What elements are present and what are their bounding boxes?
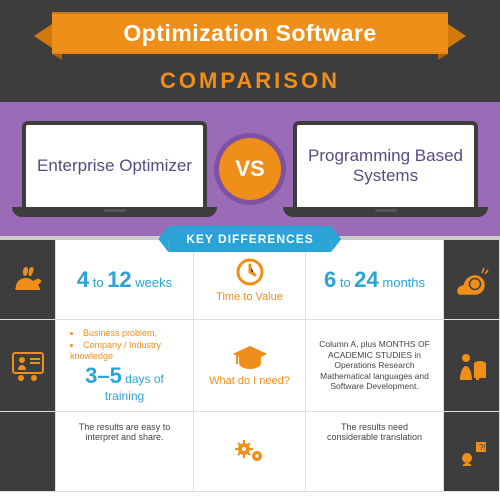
row1-left-text: 4 to 12 weeks [77,267,172,293]
subtitle: COMPARISON [0,68,500,94]
banner-main: Optimization Software [52,12,448,54]
bullet-item: Business problem, [70,328,185,340]
title-banner: Optimization Software [40,12,460,60]
row2-right-cell: Column A, plus MONTHS OF ACADEMIC STUDIE… [306,320,444,412]
row1-mid-label: Time to Value [216,291,283,303]
key-differences-label: KEY DIFFERENCES [186,232,313,246]
laptop-left: Enterprise Optimizer [22,121,207,217]
vs-badge-text: VS [235,156,264,182]
row1-right-icon-cell [444,240,500,320]
vs-row: Enterprise Optimizer VS Programming Base… [0,102,500,236]
studying-icon [454,350,490,382]
laptop-right-label: Programming Based Systems [307,146,464,185]
header: Optimization Software COMPARISON [0,0,500,102]
row3-left-icon-cell [0,412,56,492]
snail-icon [454,265,490,295]
clock-icon [235,257,265,287]
row2-right-text: Column A, plus MONTHS OF ACADEMIC STUDIE… [316,339,433,392]
row2-right-icon-cell [444,320,500,412]
gears-icon [233,438,267,466]
row3-mid-cell [194,412,306,492]
row2-left-cell: Business problem, Company / Industry kno… [56,320,194,412]
row1-left-icon-cell [0,240,56,320]
row3-left-cell: The results are easy to interpret and sh… [56,412,194,492]
row3-right-cell: The results need considerable translatio… [306,412,444,492]
bullet-item: Company / Industry knowledge [70,340,185,363]
comparison-grid: 4 to 12 weeks Time to Value 6 to 24 mont… [0,240,500,492]
row3-left-text: The results are easy to interpret and sh… [66,422,183,442]
laptop-left-base [12,207,217,217]
row2-left-sub: 3–5 days of training [64,363,185,403]
row3-right-text: The results need considerable translatio… [316,422,433,442]
vs-badge: VS [219,138,281,200]
svg-text:?!: ?! [479,443,486,452]
row2-left-bullets: Business problem, Company / Industry kno… [64,328,185,363]
laptop-left-label: Enterprise Optimizer [37,156,192,176]
row2-left-icon-cell [0,320,56,412]
row3-right-icon-cell: ?! [444,412,500,492]
laptop-right-screen: Programming Based Systems [293,121,478,207]
row1-mid-cell: Time to Value [194,240,306,320]
row2-mid-label: What do I need? [209,375,290,387]
training-icon [10,350,46,382]
row1-right-cell: 6 to 24 months [306,240,444,320]
row1-right-text: 6 to 24 months [324,267,425,293]
key-differences-tag: KEY DIFFERENCES [168,226,331,252]
rabbit-icon [10,265,46,295]
laptop-left-screen: Enterprise Optimizer [22,121,207,207]
laptop-right-base [283,207,488,217]
grad-cap-icon [233,345,267,371]
key-differences-section: KEY DIFFERENCES 4 to 12 weeks Time to Va… [0,240,500,492]
row2-mid-cell: What do I need? [194,320,306,412]
banner-title: Optimization Software [123,20,376,47]
row1-left-cell: 4 to 12 weeks [56,240,194,320]
confused-icon: ?! [456,438,488,466]
laptop-right: Programming Based Systems [293,121,478,217]
